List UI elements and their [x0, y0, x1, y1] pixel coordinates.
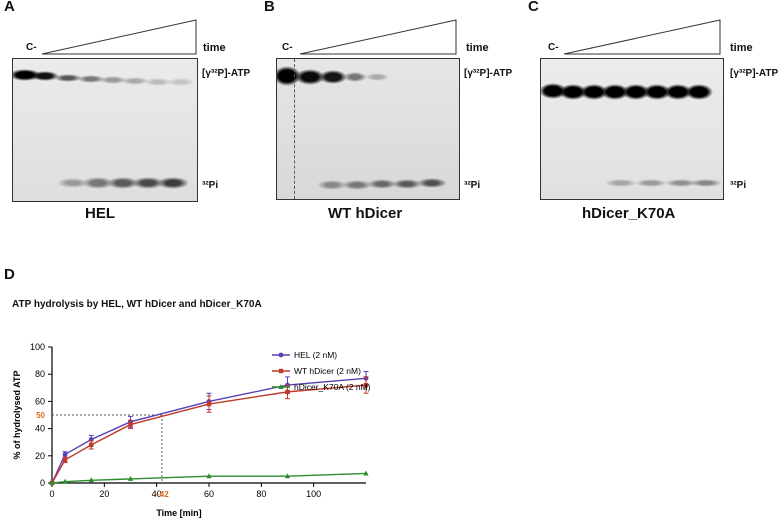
data-point: [62, 452, 68, 457]
panel-b-letter: B: [264, 0, 275, 15]
data-point: [88, 477, 94, 483]
y-marker-label: 50: [36, 411, 45, 420]
data-point: [128, 422, 133, 427]
atp-hydrolysis-chart: 0 20 40 60 80 100 0 20 40 60 80 100 Time [min] % of h…: [12, 342, 371, 518]
panel-a-letter: A: [4, 0, 15, 15]
data-point: [363, 470, 369, 476]
panel-a-atp-label: [γ³²P]-ATP: [202, 68, 251, 79]
panel-a-time-label: time: [203, 42, 226, 54]
legend-label: HEL (2 nM): [294, 350, 337, 360]
panel-a-control-label: C-: [26, 42, 37, 53]
x-tick-label: 0: [49, 489, 54, 499]
panel-a-pi-label: ³²Pi: [202, 180, 219, 191]
chart-title: ATP hydrolysis by HEL, WT hDicer and hDi…: [12, 299, 262, 310]
y-tick-label: 60: [35, 396, 45, 406]
y-tick-label: 0: [40, 478, 45, 488]
x-tick-label: 40: [152, 489, 162, 499]
data-point: [363, 382, 369, 388]
panel-c-control-label: C-: [548, 42, 559, 53]
panel-b-time-wedge: [299, 19, 457, 55]
data-point: [284, 473, 291, 479]
data-point: [62, 457, 68, 463]
data-point: [49, 480, 55, 485]
legend-marker: [278, 368, 284, 374]
legend-label: hDicer_K70A (2 nM): [294, 382, 371, 392]
data-point: [62, 478, 68, 484]
x-tick-label: 20: [99, 489, 109, 499]
panel-d-letter: D: [4, 266, 15, 283]
panel-a-gel: [12, 58, 198, 202]
data-point: [89, 442, 94, 448]
x-axis-label: Time [min]: [156, 508, 201, 518]
y-axis-label: % of hydrolysed ATP: [12, 370, 22, 459]
data-point: [127, 475, 134, 481]
panel-a-gel-name: HEL: [85, 205, 115, 222]
y-tick-label: 100: [30, 342, 45, 352]
x-marker-label: ~42: [155, 490, 169, 499]
panel-c-gel: [540, 58, 724, 200]
legend-label: WT hDicer (2 nM): [294, 366, 361, 376]
panel-c-time-label: time: [730, 42, 753, 54]
panel-c-atp-label: [γ³²P]-ATP: [730, 68, 778, 79]
x-tick-label: 80: [256, 489, 266, 499]
panel-c-gel-name: hDicer_K70A: [582, 205, 676, 222]
y-tick-label: 40: [35, 424, 45, 434]
panel-b-pi-label: ³²Pi: [464, 180, 481, 191]
panel-b-time-label: time: [466, 42, 489, 54]
panel-c-pi-label: ³²Pi: [730, 180, 747, 191]
data-point: [285, 389, 290, 395]
x-tick-label: 60: [204, 489, 214, 499]
y-tick-label: 80: [35, 369, 45, 379]
panel-a-time-wedge: [41, 19, 197, 55]
panel-b-gel-name: WT hDicer: [328, 205, 403, 222]
data-point: [206, 473, 212, 479]
x-tick-label: 100: [306, 489, 321, 499]
panel-c-letter: C: [528, 0, 539, 15]
data-point: [206, 401, 212, 407]
panel-b-control-label: C-: [282, 42, 293, 53]
legend-marker: [278, 352, 284, 358]
panel-b-atp-label: [γ³²P]-ATP: [464, 68, 513, 79]
panel-c-time-wedge: [563, 19, 721, 55]
panel-b-gel: [276, 58, 460, 200]
legend-marker: [278, 384, 284, 389]
y-tick-label: 20: [35, 451, 45, 461]
